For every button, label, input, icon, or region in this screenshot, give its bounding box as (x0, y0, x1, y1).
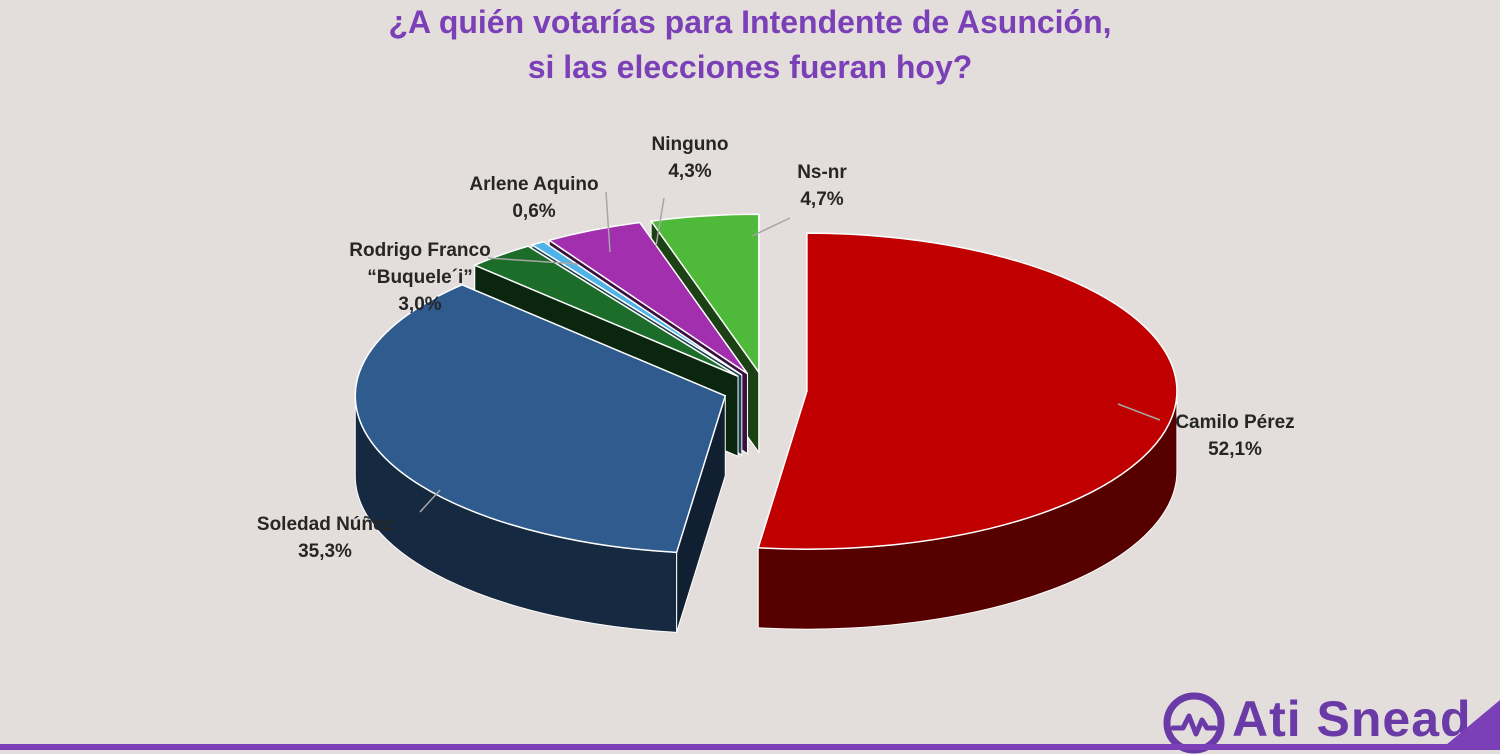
leader-line (655, 197, 665, 247)
pie-slice (547, 221, 749, 375)
slice-category-label: Soledad Núñez (257, 514, 393, 535)
slice-value-label: 52,1% (1208, 439, 1262, 460)
slice-value-label: 35,3% (298, 541, 352, 562)
slice-category-label: Arlene Aquino (469, 174, 598, 195)
slice-value-label: 3,0% (398, 294, 441, 315)
pie-slice (354, 283, 727, 554)
bottom-accent-bar (0, 744, 1500, 750)
slice-value-label: 4,3% (668, 161, 711, 182)
corner-accent (1440, 700, 1500, 750)
pie-slice (649, 213, 760, 375)
leader-line (419, 489, 441, 513)
pie-slice (530, 240, 743, 376)
slice-category-label: Rodrigo Franco (349, 240, 490, 261)
leader-line (605, 191, 611, 253)
chart-title-line-2: si las elecciones fueran hoy? (527, 49, 973, 85)
slice-category-label: Camilo Pérez (1175, 412, 1294, 433)
pie-top-faces (354, 213, 1178, 554)
pie-labels: Camilo Pérez 52,1% Soledad Núñez 35,3% Rodri… (257, 134, 1295, 562)
pie-slice (757, 232, 1178, 550)
slice-category-label: Ns-nr (797, 162, 847, 183)
slice-category-label: “Buquele´i” (367, 267, 473, 288)
leader-line (751, 217, 791, 237)
slice-value-label: 0,6% (512, 201, 555, 222)
leader-line (487, 257, 579, 265)
pie-slice (472, 245, 739, 377)
slice-category-label: Ninguno (651, 134, 728, 155)
leader-line (1117, 403, 1161, 421)
slice-value-label: 4,7% (800, 189, 843, 210)
chart-title-line-1: ¿A quién votarías para Intendente de Asu… (388, 4, 1112, 40)
brand-logo-text: Ati Snead (1232, 691, 1472, 747)
